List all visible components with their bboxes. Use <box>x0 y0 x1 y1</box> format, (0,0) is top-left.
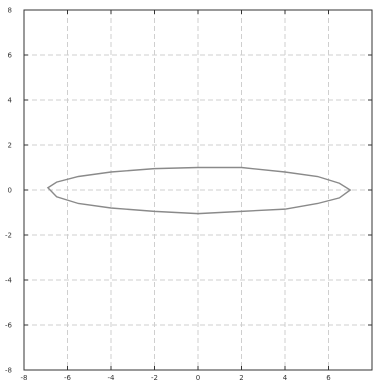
x-tick-label: -6 <box>64 374 72 382</box>
y-tick-label: 2 <box>8 142 12 150</box>
x-tick-label: 4 <box>283 374 288 382</box>
x-tick-labels: -8 -6 -4 -2 0 2 4 6 <box>21 374 332 382</box>
y-tick-label: -2 <box>5 232 12 240</box>
x-tick-label: 0 <box>196 374 200 382</box>
y-tick-label: 4 <box>8 97 13 105</box>
x-tick-label: -4 <box>108 374 116 382</box>
tick-marks <box>23 9 372 371</box>
y-tick-label: -4 <box>5 277 13 285</box>
y-tick-label: 8 <box>8 7 12 15</box>
gridlines <box>24 10 372 370</box>
y-tick-label: 6 <box>8 52 13 60</box>
y-tick-label: 0 <box>8 187 12 195</box>
ellipse-curve <box>46 166 352 215</box>
x-tick-label: -8 <box>21 374 28 382</box>
x-tick-label: -2 <box>151 374 158 382</box>
y-tick-label: -6 <box>5 322 13 330</box>
y-tick-label: -8 <box>5 367 12 375</box>
x-tick-label: 6 <box>326 374 331 382</box>
x-tick-label: 2 <box>239 374 243 382</box>
y-tick-labels: -8 -6 -4 -2 0 2 4 6 8 <box>5 7 13 375</box>
